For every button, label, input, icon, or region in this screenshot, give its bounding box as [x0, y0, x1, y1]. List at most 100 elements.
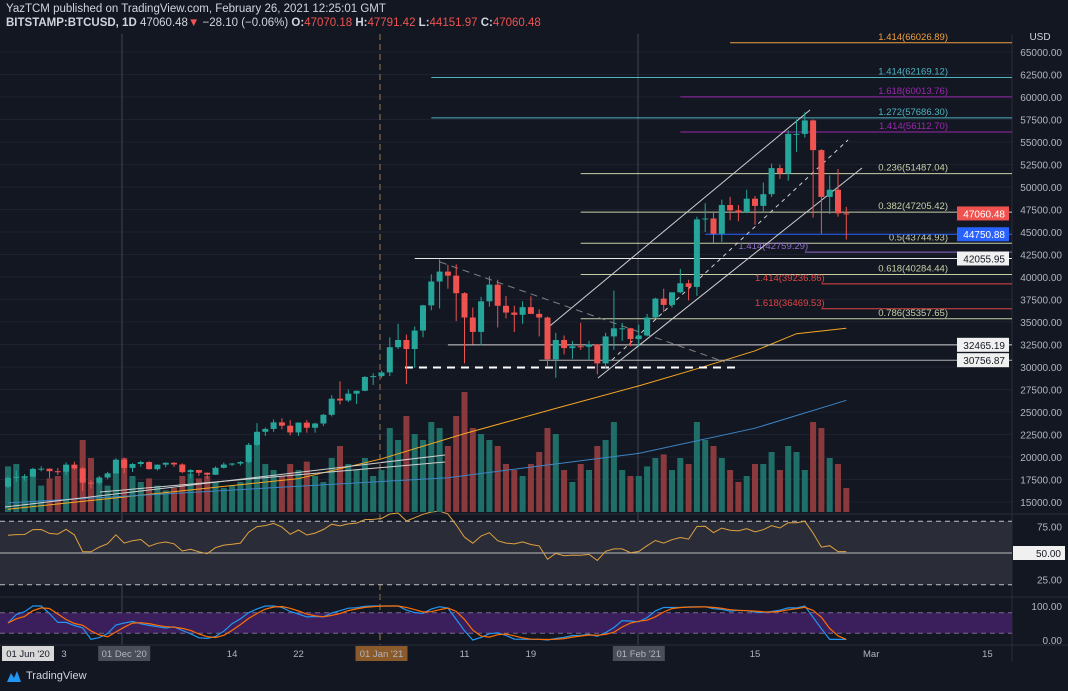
- candle[interactable]: [220, 462, 227, 469]
- candle[interactable]: [171, 462, 177, 467]
- candle[interactable]: [702, 203, 709, 232]
- candle[interactable]: [270, 419, 277, 432]
- candle[interactable]: [453, 264, 460, 322]
- candle[interactable]: [685, 279, 692, 301]
- candle[interactable]: [262, 427, 269, 436]
- candle[interactable]: [461, 292, 468, 364]
- candle[interactable]: [229, 462, 236, 466]
- level-price-tag[interactable]: 42055.95: [957, 251, 1009, 266]
- candle[interactable]: [370, 373, 377, 385]
- candle[interactable]: [420, 304, 426, 338]
- candle[interactable]: [835, 169, 841, 217]
- candle[interactable]: [776, 164, 783, 179]
- candle[interactable]: [677, 268, 684, 294]
- candle[interactable]: [320, 413, 327, 427]
- candle[interactable]: [121, 457, 128, 474]
- level-price-tag[interactable]: 30756.87: [957, 353, 1009, 368]
- candle[interactable]: [13, 470, 20, 482]
- last-price-tag[interactable]: 47060.48: [957, 206, 1009, 221]
- candle[interactable]: [88, 479, 94, 489]
- level-price-tag[interactable]: 44750.88: [957, 227, 1009, 242]
- candle[interactable]: [212, 466, 219, 475]
- candle[interactable]: [361, 376, 368, 392]
- candle[interactable]: [154, 464, 161, 471]
- candle[interactable]: [46, 468, 53, 479]
- candle[interactable]: [278, 418, 285, 430]
- candle[interactable]: [129, 463, 136, 472]
- candle[interactable]: [743, 189, 750, 214]
- level-price-tag[interactable]: 32465.19: [957, 337, 1009, 352]
- candle[interactable]: [21, 474, 28, 481]
- candle[interactable]: [486, 276, 493, 307]
- candle[interactable]: [353, 390, 360, 405]
- candle[interactable]: [710, 211, 717, 243]
- candle[interactable]: [112, 458, 119, 474]
- candle[interactable]: [577, 322, 584, 350]
- candle[interactable]: [237, 461, 244, 466]
- candle[interactable]: [403, 334, 410, 385]
- candle[interactable]: [768, 163, 775, 197]
- rsi-value-tag[interactable]: 50.00: [1013, 546, 1065, 560]
- candle[interactable]: [660, 288, 667, 313]
- candle[interactable]: [652, 297, 659, 319]
- candle[interactable]: [287, 420, 294, 436]
- candle[interactable]: [303, 420, 310, 433]
- candle[interactable]: [793, 119, 800, 152]
- price-axis[interactable]: 65000.00 62500.00 60000.00 57500.00 55000.00…: [957, 48, 1065, 647]
- candle[interactable]: [312, 422, 319, 433]
- candle[interactable]: [254, 423, 260, 446]
- candle[interactable]: [594, 344, 601, 375]
- candle[interactable]: [444, 264, 451, 289]
- candle[interactable]: [727, 196, 734, 221]
- candle[interactable]: [635, 324, 642, 347]
- candle[interactable]: [162, 462, 169, 468]
- candle[interactable]: [569, 340, 576, 359]
- candle[interactable]: [469, 307, 476, 345]
- candle[interactable]: [544, 316, 551, 367]
- candle[interactable]: [760, 182, 767, 214]
- candle[interactable]: [610, 290, 617, 350]
- candle[interactable]: [801, 112, 808, 138]
- candle[interactable]: [735, 205, 742, 222]
- candle[interactable]: [5, 476, 11, 489]
- candle[interactable]: [602, 332, 609, 369]
- candle[interactable]: [536, 309, 543, 337]
- candle[interactable]: [693, 216, 700, 296]
- candle[interactable]: [818, 149, 825, 234]
- candle[interactable]: [503, 295, 509, 319]
- candle[interactable]: [511, 305, 518, 332]
- candle[interactable]: [527, 296, 534, 314]
- candle[interactable]: [478, 296, 485, 346]
- candle[interactable]: [328, 395, 335, 417]
- candle[interactable]: [295, 422, 302, 436]
- candle[interactable]: [146, 461, 153, 470]
- candle[interactable]: [54, 468, 61, 475]
- candle[interactable]: [552, 332, 559, 378]
- candle[interactable]: [411, 326, 418, 368]
- candle[interactable]: [644, 313, 651, 337]
- candle[interactable]: [137, 460, 144, 467]
- candle[interactable]: [195, 469, 202, 476]
- candle[interactable]: [71, 461, 78, 470]
- candle[interactable]: [785, 130, 792, 181]
- candle[interactable]: [627, 327, 634, 347]
- candle[interactable]: [586, 340, 592, 360]
- candle[interactable]: [337, 381, 343, 405]
- candle[interactable]: [187, 469, 194, 479]
- candle[interactable]: [494, 279, 501, 328]
- candle[interactable]: [378, 370, 385, 378]
- candle[interactable]: [752, 196, 758, 225]
- candle[interactable]: [96, 475, 103, 486]
- candle[interactable]: [29, 467, 36, 478]
- symbol-name[interactable]: BITSTAMP:BTCUSD, 1D: [6, 17, 137, 29]
- candle[interactable]: [843, 206, 850, 240]
- candle[interactable]: [204, 472, 211, 479]
- candle[interactable]: [38, 466, 45, 472]
- candle[interactable]: [179, 463, 186, 474]
- candle[interactable]: [810, 119, 817, 218]
- candle[interactable]: [561, 335, 568, 355]
- candle[interactable]: [395, 323, 402, 349]
- time-axis[interactable]: 01 Jun '20 3 01 Dec '20 14 22 01 Jan '21 11 19 0…: [2, 646, 993, 661]
- candle[interactable]: [345, 389, 352, 403]
